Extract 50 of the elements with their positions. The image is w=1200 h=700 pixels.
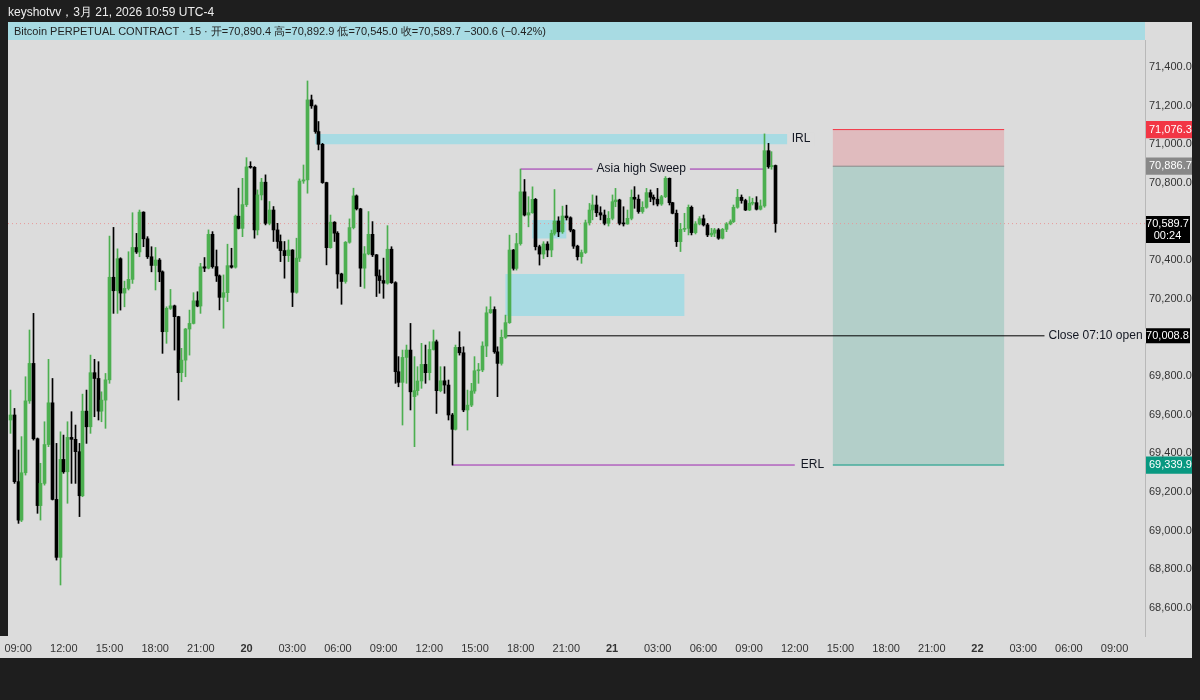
ref-line-label: 70,589.7 — [1146, 216, 1189, 229]
y-tick-label: 68,800.0 — [1149, 562, 1192, 575]
annotation: Asia high Sweep — [596, 161, 687, 176]
x-tick-label: 12:00 — [50, 641, 78, 654]
y-tick-label: 70,886.7 — [1149, 159, 1192, 172]
x-tick-label: 03:00 — [1009, 641, 1037, 654]
x-tick-label: 06:00 — [324, 641, 352, 654]
text: 00:24 — [1153, 228, 1182, 241]
y-tick-label: 69,200.0 — [1149, 485, 1192, 498]
x-tick-label: 18:00 — [872, 641, 900, 654]
x-tick-label: 09:00 — [735, 641, 763, 654]
y-tick-label: 71,400.0 — [1149, 60, 1192, 73]
x-tick-label: 12:00 — [415, 641, 444, 654]
y-tick-label: 69,339.9 — [1149, 458, 1192, 471]
y-tick-label: 68,600.0 — [1149, 601, 1192, 614]
annotation: Close 07:10 open — [1048, 328, 1143, 343]
y-tick-label: 71,000.0 — [1149, 137, 1192, 150]
x-tick-label: 15:00 — [461, 641, 489, 654]
x-tick-label: 20 — [240, 641, 253, 654]
y-tick-label: 71,200.0 — [1149, 98, 1192, 111]
x-tick-label: 06:00 — [1055, 641, 1083, 654]
x-tick-label: 09:00 — [1100, 641, 1129, 654]
y-tick-label: 70,400.0 — [1149, 253, 1192, 266]
x-tick-label: 18:00 — [506, 641, 535, 654]
data-label: 70,008.8 — [1146, 328, 1189, 341]
x-tick-label: 22 — [971, 641, 984, 654]
y-tick-label: 69,600.0 — [1149, 407, 1192, 420]
x-tick-label: 15:00 — [95, 641, 124, 654]
x-tick-label: 21:00 — [552, 641, 581, 654]
y-tick-label: 69,000.0 — [1149, 523, 1192, 536]
x-tick-label: 21 — [605, 641, 619, 654]
x-tick-label: 15:00 — [826, 641, 855, 654]
x-tick-label: 21:00 — [187, 641, 215, 654]
y-tick-label: 69,400.0 — [1149, 446, 1192, 459]
annotation: ERL — [800, 457, 825, 472]
x-tick-label: 21:00 — [918, 641, 946, 654]
x-tick-label: 09:00 — [369, 641, 398, 654]
chart-subtitle: keyshotvv，3月 21, 2026 10:59 UTC-4 — [8, 4, 215, 21]
x-tick-label: 03:00 — [643, 641, 672, 654]
y-tick-label: 69,800.0 — [1149, 369, 1192, 382]
y-tick-label: 71,076.3 — [1149, 122, 1192, 135]
x-tick-label: 18:00 — [141, 641, 169, 654]
x-tick-label: 12:00 — [781, 641, 809, 654]
y-tick-label: 70,800.0 — [1149, 175, 1192, 188]
x-tick-label: 06:00 — [689, 641, 718, 654]
x-tick-label: 09:00 — [4, 641, 32, 654]
chart-title: Bitcoin PERPETUAL CONTRACT · 15 · 开=70,890.4 高=70,892.9 低=70,545.0 收=70,589.7 −300.6 (−0.42%) — [8, 22, 1145, 40]
annotation: IRL — [791, 131, 811, 146]
y-tick-label: 70,200.0 — [1149, 291, 1192, 304]
x-tick-label: 03:00 — [278, 641, 307, 654]
